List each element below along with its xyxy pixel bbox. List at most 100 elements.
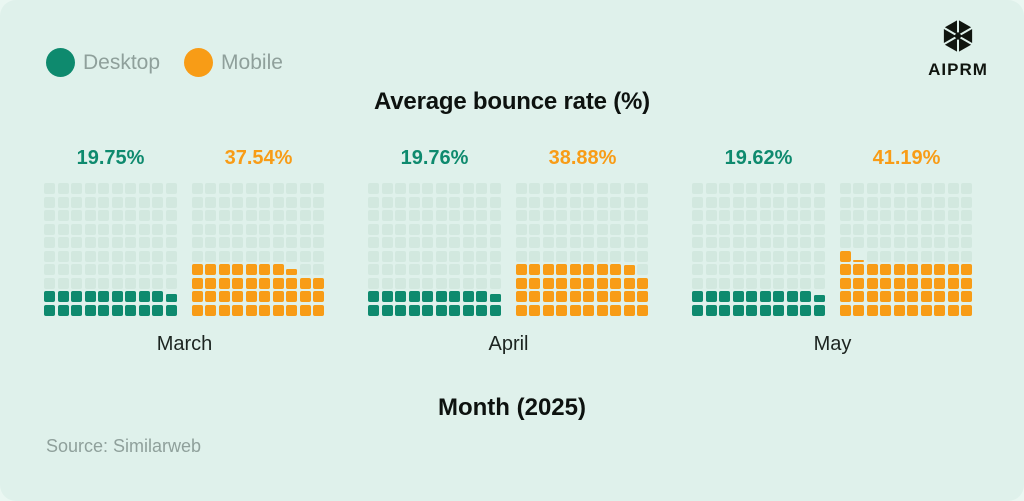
waffle-cell [138,250,150,262]
waffle-cell [623,183,635,194]
waffle-cell [746,291,757,302]
waffle-cell [556,183,567,194]
waffle-cell [800,223,811,235]
waffle-cell [218,277,230,289]
waffle-cell [947,304,959,316]
waffle-cell [191,183,203,194]
waffle-cell [610,237,621,248]
waffle-cell [732,250,744,262]
waffle-cell [637,277,648,289]
mobile-legend-dot-icon [184,48,214,77]
waffle-cell [191,237,203,248]
waffle-cell [542,304,554,316]
waffle-cell [786,291,798,302]
waffle-cell [84,223,96,235]
waffle-cell [773,291,784,302]
waffle-cell [583,277,594,289]
waffle-cell [395,210,406,221]
waffle-cell [786,210,798,221]
waffle-cell [462,223,474,235]
waffle-cell [961,264,972,275]
waffle-cell [422,183,433,194]
waffle-cell [947,196,959,208]
waffle-cell [569,210,581,221]
waffle-cell [152,196,163,208]
waffle-cell [934,250,945,262]
waffle-cell [111,264,123,275]
waffle-cell [866,183,878,194]
waffle-cell [232,223,243,235]
waffle-cell [299,264,311,275]
waffle-cell [408,277,420,289]
waffle-cell [637,250,648,262]
waffle-cell [934,196,945,208]
waffle-cell [462,291,474,302]
waffle-cell [449,304,460,316]
waffle-cell [299,237,311,248]
waffle-cell [839,183,851,194]
waffle-cell [84,183,96,194]
waffle-cell [907,196,918,208]
waffle-cell [961,237,972,248]
waffle-cell [205,223,216,235]
waffle-cell [57,304,69,316]
waffle-cell [205,264,216,275]
waffle-cell [205,277,216,289]
waffle-cell [111,291,123,302]
partial-fill [165,294,177,302]
waffle-cell [422,250,433,262]
waffle-cell [746,223,757,235]
waffle-cell [569,237,581,248]
waffle-cell [44,291,55,302]
waffle-cell [907,291,918,302]
waffle-cell [299,277,311,289]
waffle-cell [907,277,918,289]
waffle-cell [529,210,540,221]
waffle-cell [299,304,311,316]
waffle-cell [866,196,878,208]
waffle-cell [610,223,621,235]
desktop-legend-dot-icon [46,48,75,77]
waffle-cell [719,304,730,316]
waffle-cell [259,304,270,316]
waffle-cell [218,264,230,275]
waffle-cell [542,223,554,235]
waffle-cell [746,210,757,221]
waffle-cell [719,264,730,275]
waffle-cell-partial [813,291,825,302]
waffle-cell [313,237,324,248]
waffle-cell [191,196,203,208]
waffle-cell [449,223,460,235]
waffle-cell [569,304,581,316]
waffle-cell [637,196,648,208]
waffle-cell [556,250,567,262]
waffle-cell [408,304,420,316]
waffle-cell [489,264,501,275]
waffle-cell [692,250,703,262]
waffle-cell [299,196,311,208]
waffle-cell [800,237,811,248]
waffle-cell [98,183,109,194]
waffle-cell [839,237,851,248]
waffle-cell [893,291,905,302]
waffle-cell [542,210,554,221]
waffle-cell [44,250,55,262]
waffle-cell [596,223,608,235]
waffle-cell [489,183,501,194]
waffle-cell [138,237,150,248]
waffle-cell [125,196,136,208]
waffle-cell [920,237,932,248]
waffle-cell [880,304,891,316]
waffle-cell [232,196,243,208]
waffle-cell [191,223,203,235]
waffle-cell [286,210,297,221]
waffle-cell [623,210,635,221]
waffle-cell [435,304,447,316]
waffle-cell [138,223,150,235]
waffle-cell [313,210,324,221]
waffle-cell [245,210,257,221]
waffle-cell [839,196,851,208]
waffle-cell [773,237,784,248]
waffle-cell [529,196,540,208]
waffle-cell [286,277,297,289]
